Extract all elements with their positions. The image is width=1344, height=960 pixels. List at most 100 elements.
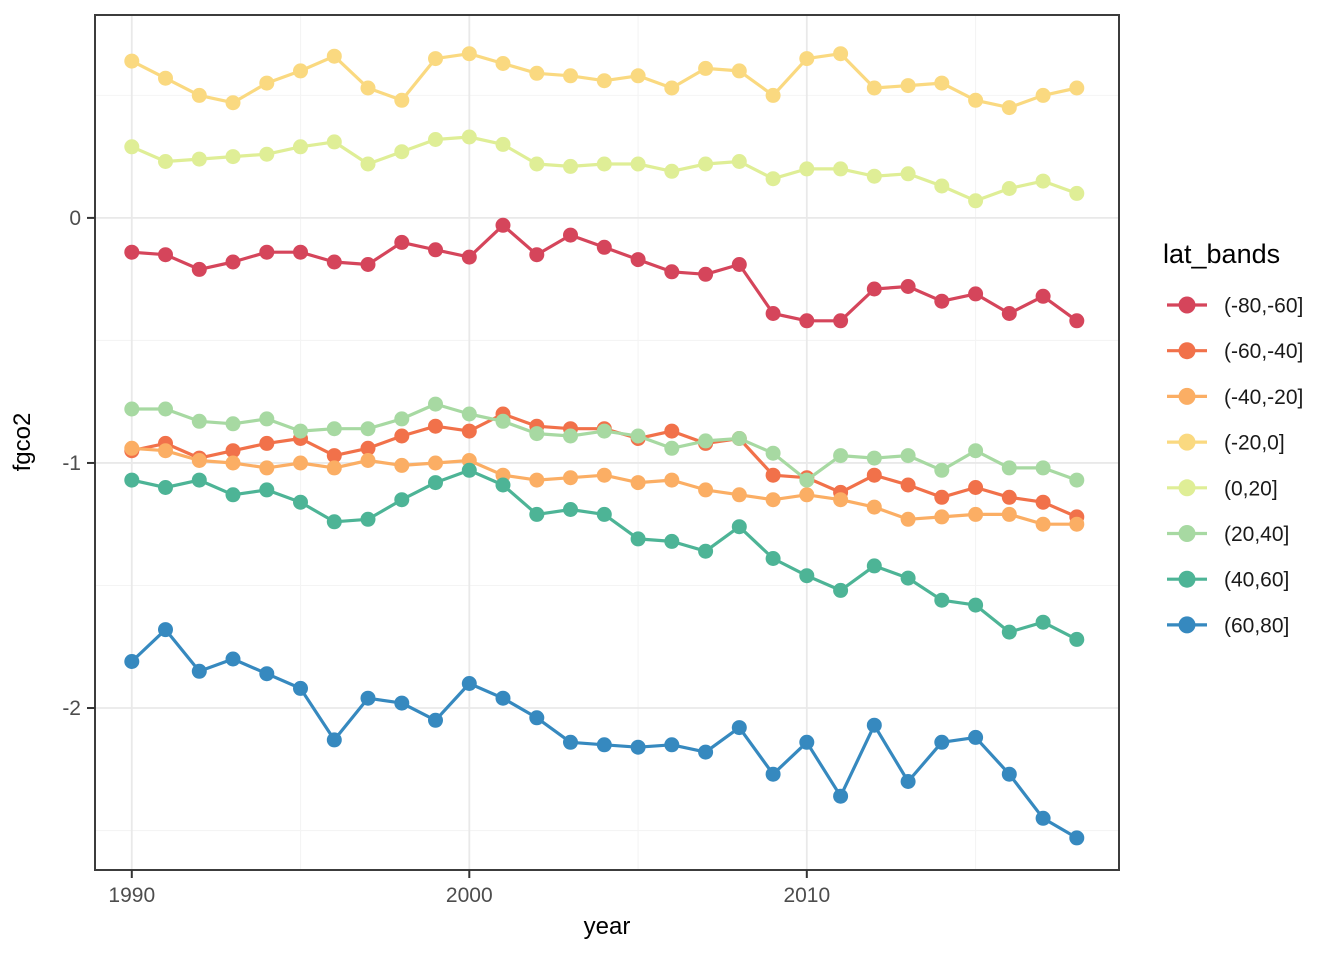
y-axis-title: fgco2 — [9, 413, 36, 472]
data-point-(40,60]-2014 — [934, 592, 950, 608]
data-point-(-80,-60]-2011 — [833, 313, 849, 329]
data-point-(20,40]-2012 — [866, 450, 882, 466]
data-point-(-80,-60]-2013 — [900, 279, 916, 294]
data-point-(60,80]-2005 — [630, 739, 646, 755]
data-point-(-80,-60]-2007 — [698, 266, 714, 282]
data-point-(40,60]-1997 — [360, 511, 376, 527]
data-point-(40,60]-2013 — [900, 570, 916, 586]
data-point-(60,80]-2003 — [563, 734, 578, 750]
legend-entry-(-20,0]: (-20,0] — [1167, 432, 1285, 455]
legend-entry-(-40,-20]: (-40,-20] — [1167, 386, 1303, 409]
data-point-(40,60]-2004 — [596, 506, 612, 522]
data-point-(0,20]-2002 — [529, 156, 545, 172]
data-point-(-20,0]-1996 — [326, 48, 342, 64]
legend-entry-(-60,-40]: (-60,-40] — [1167, 340, 1303, 363]
data-point-(-40,-20]-2018 — [1069, 516, 1085, 532]
data-point-(-20,0]-2014 — [934, 75, 950, 91]
data-point-(20,40]-1993 — [225, 416, 241, 432]
data-point-(20,40]-2010 — [799, 472, 815, 488]
legend-label: (-60,-40] — [1224, 340, 1303, 363]
data-point-(60,80]-2007 — [698, 744, 714, 760]
data-point-(-40,-20]-1998 — [394, 457, 410, 473]
data-point-(40,60]-1998 — [394, 492, 410, 508]
data-point-(-40,-20]-1996 — [326, 460, 342, 476]
data-point-(-60,-40]-2009 — [765, 467, 781, 483]
data-point-(-20,0]-1997 — [360, 80, 376, 96]
data-point-(60,80]-2001 — [495, 690, 511, 706]
data-point-(60,80]-2010 — [799, 734, 815, 750]
series-(60,80] — [124, 622, 1085, 846]
data-point-(-40,-20]-2014 — [934, 509, 950, 525]
data-point-(0,20]-2007 — [698, 156, 714, 172]
data-point-(-20,0]-2003 — [563, 68, 578, 84]
data-point-(60,80]-1993 — [225, 651, 241, 667]
data-point-(0,20]-2016 — [1001, 181, 1017, 196]
legend-key-point — [1178, 616, 1196, 634]
data-point-(-60,-40]-2006 — [664, 423, 680, 439]
data-point-(-80,-60]-2015 — [968, 286, 984, 302]
data-point-(40,60]-2005 — [630, 531, 646, 547]
data-point-(0,20]-1995 — [293, 139, 308, 155]
data-point-(-40,-20]-2006 — [664, 472, 680, 488]
data-point-(20,40]-1999 — [428, 396, 443, 412]
legend-key-point — [1178, 525, 1196, 542]
data-point-(20,40]-1998 — [394, 411, 410, 427]
data-point-(20,40]-2011 — [833, 448, 849, 464]
data-point-(0,20]-2015 — [968, 193, 984, 209]
data-point-(-60,-40]-2015 — [968, 480, 984, 495]
data-point-(-20,0]-2009 — [765, 87, 781, 103]
data-point-(-80,-60]-1991 — [158, 247, 173, 263]
data-point-(-20,0]-2012 — [866, 80, 882, 96]
legend-entry-(-80,-60]: (-80,-60] — [1167, 295, 1303, 318]
data-point-(60,80]-1994 — [259, 666, 275, 682]
data-point-(60,80]-2014 — [934, 734, 950, 750]
data-point-(-40,-20]-1990 — [124, 440, 140, 456]
data-point-(-20,0]-2016 — [1001, 100, 1017, 116]
data-point-(20,40]-2016 — [1001, 460, 1017, 476]
data-point-(-80,-60]-2006 — [664, 264, 680, 280]
data-point-(20,40]-2001 — [495, 413, 511, 429]
data-point-(-80,-60]-1996 — [326, 254, 342, 270]
data-point-(40,60]-1995 — [293, 494, 308, 510]
x-tick-label: 1990 — [108, 884, 155, 907]
data-point-(-80,-60]-2012 — [866, 281, 882, 297]
data-point-(-40,-20]-2015 — [968, 506, 984, 522]
data-point-(40,60]-2017 — [1035, 614, 1051, 630]
data-point-(40,60]-2002 — [529, 506, 545, 522]
legend-title: lat_bands — [1163, 239, 1280, 269]
data-point-(0,20]-1991 — [158, 154, 173, 169]
x-tick-label: 2010 — [783, 884, 830, 907]
data-point-(-80,-60]-2005 — [630, 252, 646, 268]
x-axis-title: year — [584, 913, 631, 940]
data-point-(-80,-60]-2004 — [596, 239, 612, 255]
data-point-(60,80]-1990 — [124, 654, 140, 669]
data-point-(-80,-60]-2008 — [731, 257, 747, 272]
data-point-(-80,-60]-2002 — [529, 247, 545, 263]
legend-label: (20,40] — [1224, 523, 1289, 546]
data-point-(-20,0]-2010 — [799, 51, 815, 67]
data-point-(-60,-40]-1998 — [394, 428, 410, 444]
data-point-(-60,-40]-2000 — [461, 423, 477, 439]
data-point-(60,80]-2009 — [765, 766, 781, 782]
data-point-(20,40]-1991 — [158, 401, 173, 417]
data-point-(40,60]-1990 — [124, 472, 140, 488]
data-point-(-20,0]-2015 — [968, 92, 984, 108]
data-point-(-20,0]-2004 — [596, 73, 612, 89]
data-point-(60,80]-2004 — [596, 737, 612, 753]
data-point-(-60,-40]-1993 — [225, 443, 241, 459]
data-point-(-20,0]-1998 — [394, 92, 410, 108]
data-point-(0,20]-2000 — [461, 129, 477, 145]
data-point-(20,40]-2004 — [596, 423, 612, 439]
data-point-(40,60]-1991 — [158, 480, 173, 495]
data-point-(20,40]-1996 — [326, 421, 342, 437]
data-point-(0,20]-2005 — [630, 156, 646, 172]
data-point-(-20,0]-1995 — [293, 63, 308, 79]
data-point-(-80,-60]-2017 — [1035, 288, 1051, 304]
data-point-(-40,-20]-2003 — [563, 470, 578, 486]
data-point-(-40,-20]-2017 — [1035, 516, 1051, 532]
data-point-(60,80]-2011 — [833, 788, 849, 804]
data-point-(60,80]-2016 — [1001, 766, 1017, 782]
data-point-(40,60]-2010 — [799, 568, 815, 584]
data-point-(0,20]-2003 — [563, 158, 578, 174]
